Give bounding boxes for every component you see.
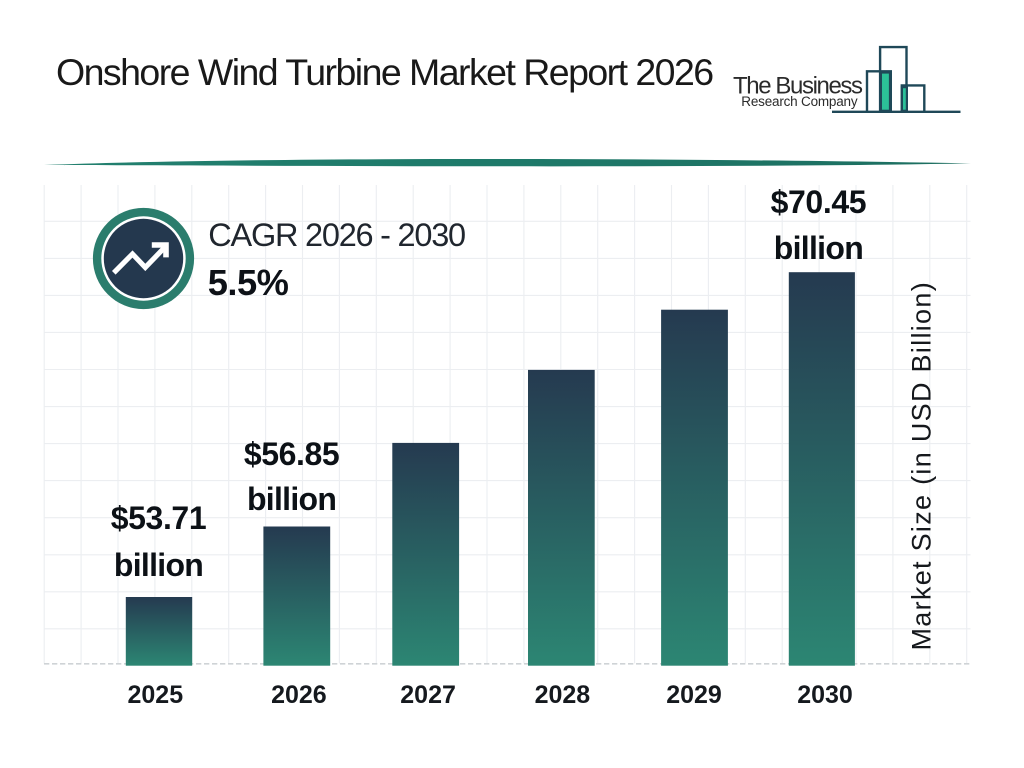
svg-text:Research Company: Research Company bbox=[741, 94, 858, 109]
svg-text:The Business: The Business bbox=[733, 72, 863, 99]
